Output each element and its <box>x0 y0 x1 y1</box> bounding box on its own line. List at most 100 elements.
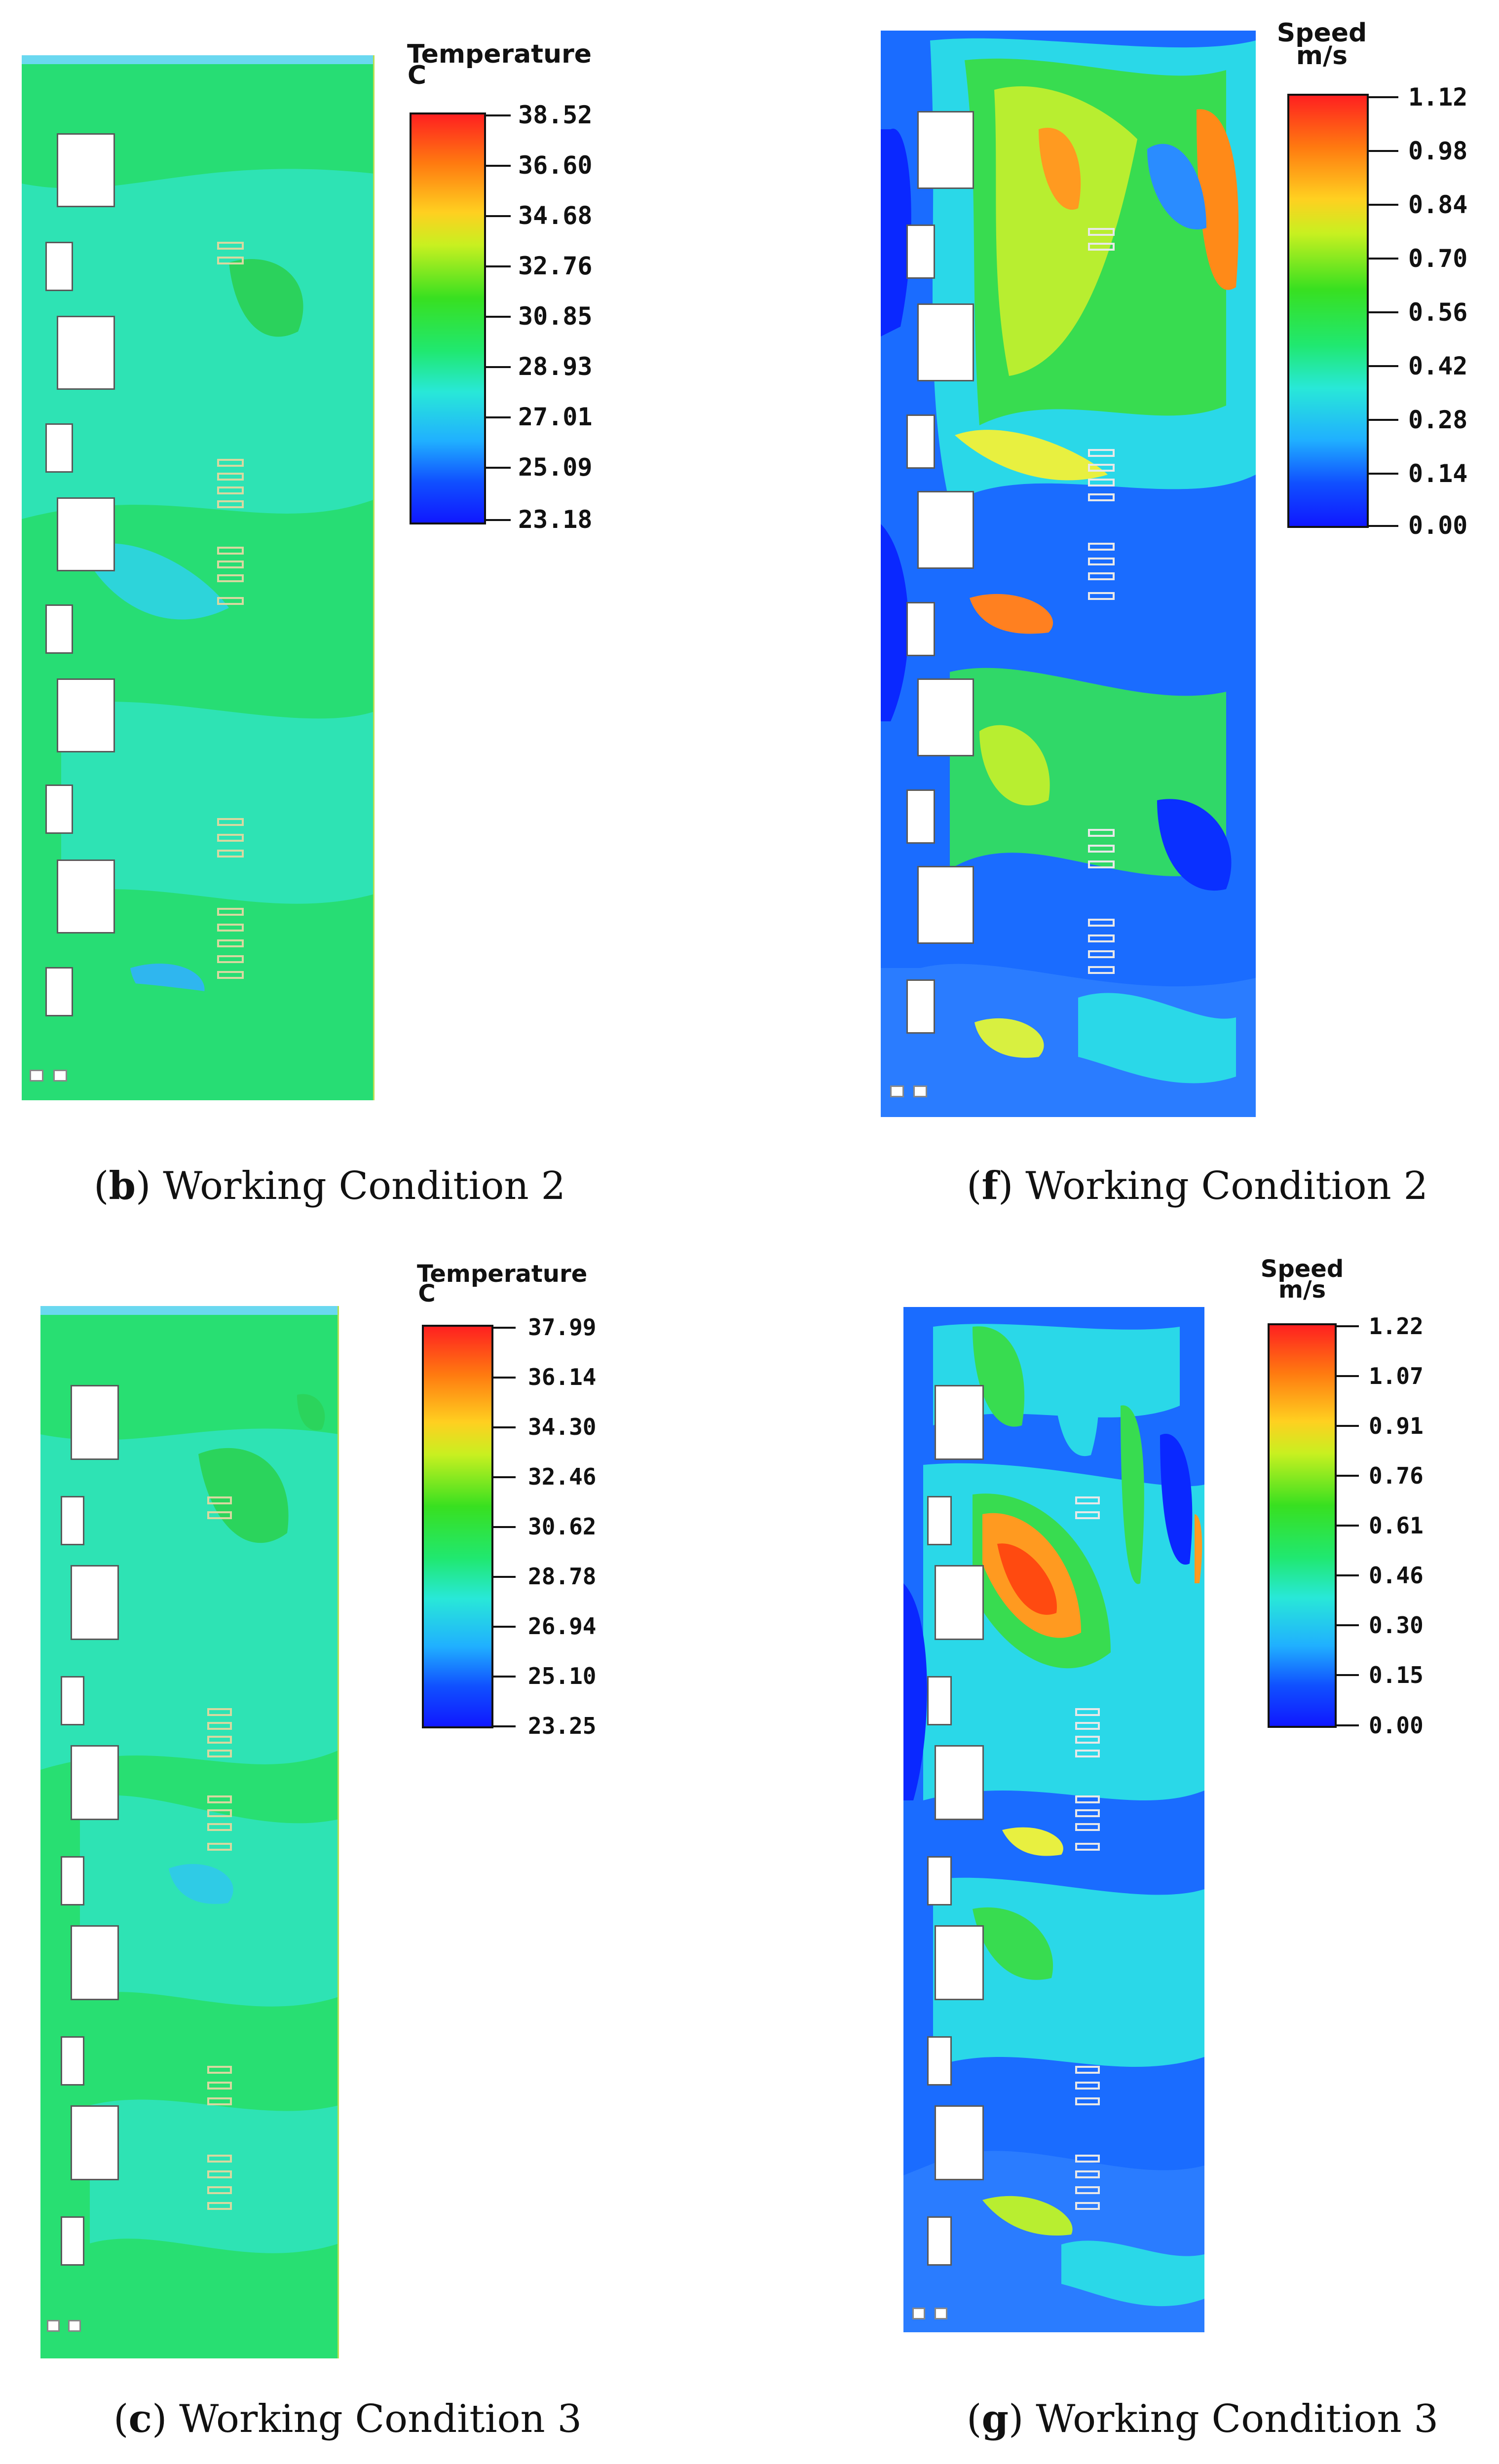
vent-slot <box>1088 845 1115 853</box>
tick-label: 0.28 <box>1408 406 1468 434</box>
tick-label: 0.42 <box>1408 352 1468 380</box>
color-scale-bar <box>1287 94 1369 528</box>
tick-label: 36.14 <box>528 1364 597 1390</box>
vent-slot <box>217 500 244 508</box>
room-block <box>906 979 935 1034</box>
vent-slot <box>207 2097 232 2105</box>
tick-label: 0.00 <box>1408 511 1468 540</box>
tick-label: 0.15 <box>1369 1662 1424 1688</box>
vent-slot <box>1075 1511 1100 1519</box>
room-block <box>57 678 115 752</box>
vent-slot <box>1075 2066 1100 2074</box>
vent-slot <box>1088 558 1115 565</box>
tick-label: 34.30 <box>528 1414 597 1440</box>
corner-marker <box>68 2320 81 2332</box>
room-block <box>935 1565 984 1640</box>
panel-f-speed: Speed m/s 1.12 0.98 0.84 0.70 0.56 0.42 … <box>750 0 1499 1232</box>
caption-g: (g) Working Condition 3 <box>967 2396 1439 2441</box>
vent-slot <box>217 486 244 494</box>
legend-title: Speed <box>1276 18 1367 48</box>
room-block <box>927 2216 952 2266</box>
room-block <box>917 491 974 569</box>
vent-slot <box>207 1736 232 1744</box>
vent-slot <box>1075 1496 1100 1504</box>
panel-b-temperature: Temperature C 38.52 36.60 34.68 32.76 30… <box>0 0 750 1232</box>
room-block <box>935 2105 984 2180</box>
legend-unit: m/s <box>1278 1276 1326 1304</box>
tick-label: 26.94 <box>528 1613 597 1640</box>
room-block <box>935 1385 984 1460</box>
legend-title: Speed <box>1260 1255 1344 1283</box>
vent-slot <box>1088 243 1115 251</box>
vent-slot <box>217 547 244 555</box>
room-block <box>71 2105 119 2180</box>
vent-slot <box>1088 860 1115 868</box>
caption-b: (b) Working Condition 2 <box>94 1163 566 1208</box>
vent-slot <box>207 2170 232 2178</box>
vent-slot <box>1075 2155 1100 2163</box>
vent-slot <box>207 2066 232 2074</box>
legend-unit: C <box>418 1280 436 1307</box>
room-block <box>45 784 73 834</box>
vent-slot <box>207 1708 232 1716</box>
color-scale-bar <box>422 1325 493 1728</box>
vent-slot <box>1088 572 1115 580</box>
vent-slot <box>207 1750 232 1757</box>
vent-slot <box>217 560 244 568</box>
tick-label: 38.52 <box>518 101 593 129</box>
vent-slot <box>1088 543 1115 551</box>
tick-label: 1.12 <box>1408 83 1468 112</box>
caption-c: (c) Working Condition 3 <box>113 2396 582 2441</box>
room-block <box>935 1745 984 1820</box>
temperature-contour-b <box>22 55 375 1100</box>
vent-slot <box>1075 2097 1100 2105</box>
room-block <box>927 1676 952 1725</box>
legend-unit: m/s <box>1296 41 1348 71</box>
tick-label: 0.84 <box>1408 190 1468 219</box>
tick-label: 0.46 <box>1369 1562 1424 1589</box>
room-block <box>917 303 974 381</box>
corner-marker <box>912 2308 925 2319</box>
room-block <box>906 602 935 656</box>
vent-slot <box>1075 1736 1100 1744</box>
tick-label: 25.09 <box>518 453 593 482</box>
vent-slot <box>1088 449 1115 457</box>
corner-marker <box>913 1085 927 1097</box>
vent-slot <box>217 459 244 467</box>
vent-slot <box>217 850 244 858</box>
vent-slot <box>1088 464 1115 472</box>
vent-slot <box>207 2082 232 2090</box>
vent-slot <box>207 2186 232 2194</box>
tick-label: 0.76 <box>1369 1462 1424 1489</box>
vent-slot <box>1088 228 1115 236</box>
tick-label: 32.46 <box>528 1463 597 1490</box>
vent-slot <box>217 242 244 250</box>
vent-slot <box>1088 919 1115 927</box>
vent-slot <box>217 955 244 963</box>
room-block <box>71 1565 119 1640</box>
tick-label: 0.61 <box>1369 1512 1424 1539</box>
room-block <box>57 859 115 933</box>
vent-slot <box>1075 1795 1100 1803</box>
vent-slot <box>1075 1708 1100 1716</box>
vent-slot <box>207 1809 232 1817</box>
room-block <box>927 1856 952 1905</box>
tick-label: 37.99 <box>528 1314 597 1341</box>
room-block <box>906 224 935 279</box>
room-block <box>61 1676 84 1725</box>
vent-slot <box>1075 2202 1100 2210</box>
vent-slot <box>217 574 244 582</box>
vent-slot <box>207 1823 232 1831</box>
vent-slot <box>207 1511 232 1519</box>
vent-slot <box>1088 493 1115 501</box>
tick-label: 28.78 <box>528 1563 597 1590</box>
room-block <box>57 133 115 207</box>
room-block <box>45 242 73 291</box>
tick-label: 0.70 <box>1408 244 1468 273</box>
vent-slot <box>207 1722 232 1730</box>
legend-title: Temperature <box>417 1260 588 1288</box>
room-block <box>45 604 73 654</box>
tick-label: 0.00 <box>1369 1712 1424 1739</box>
tick-label: 34.68 <box>518 201 593 230</box>
vent-slot <box>1075 1823 1100 1831</box>
